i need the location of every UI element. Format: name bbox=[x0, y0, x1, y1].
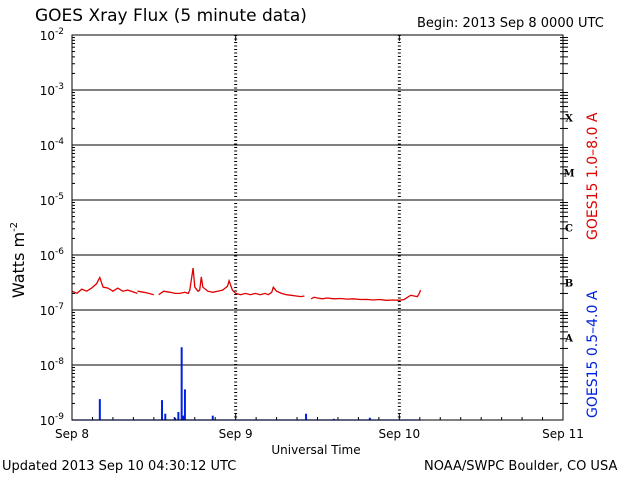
y-tick-labels: 10-2 10-3 10-4 10-5 10-6 10-7 10-8 10-9 bbox=[40, 27, 65, 428]
flare-class-a: A bbox=[564, 334, 573, 345]
chart-gridlines bbox=[71, 34, 568, 421]
begin-time: Begin: 2013 Sep 8 0000 UTC bbox=[417, 16, 604, 31]
y-tick-label: 10-9 bbox=[40, 412, 65, 428]
y-axis-label-exponent: -2 bbox=[9, 222, 20, 232]
day-separators bbox=[234, 35, 401, 420]
y-tick-label: 10-5 bbox=[40, 192, 64, 208]
flare-class-m: M bbox=[563, 169, 574, 180]
legend-short-channel: GOES15 0.5–4.0 A bbox=[585, 290, 601, 418]
y-tick-label: 10-8 bbox=[40, 357, 65, 373]
long-channel-line bbox=[137, 290, 154, 296]
long-channel-line bbox=[158, 267, 305, 298]
chart-title: GOES Xray Flux (5 minute data) bbox=[35, 6, 307, 26]
y-axis-label-text: Watts m bbox=[9, 232, 28, 298]
source-credit: NOAA/SWPC Boulder, CO USA bbox=[424, 459, 618, 474]
flare-class-c: C bbox=[565, 224, 573, 235]
flare-class-x: X bbox=[565, 114, 573, 125]
plot-frame bbox=[71, 34, 564, 421]
x-tick-labels: Sep 8 Sep 9 Sep 10 Sep 11 bbox=[55, 427, 584, 441]
svg-text:Watts m-2: Watts m-2 bbox=[9, 222, 28, 298]
long-channel-line bbox=[310, 289, 422, 301]
chart-series bbox=[71, 267, 422, 421]
x-tick-label: Sep 10 bbox=[378, 427, 420, 441]
x-axis-label: Universal Time bbox=[271, 443, 360, 457]
updated-timestamp: Updated 2013 Sep 10 04:30:12 UTC bbox=[2, 459, 237, 474]
flare-class-b: B bbox=[565, 279, 573, 290]
y-axis-label: Watts m-2 bbox=[9, 222, 28, 298]
x-tick-label: Sep 9 bbox=[219, 427, 253, 441]
flare-class-labels: X M C B A bbox=[563, 114, 574, 345]
y-tick-label: 10-7 bbox=[40, 302, 64, 318]
legend-long-channel: GOES15 1.0–8.0 A bbox=[585, 112, 601, 240]
long-channel-line bbox=[71, 275, 138, 295]
y-tick-label: 10-3 bbox=[40, 82, 64, 98]
y-tick-label: 10-6 bbox=[40, 247, 65, 263]
x-tick-label: Sep 11 bbox=[542, 427, 584, 441]
y-tick-label: 10-4 bbox=[40, 137, 65, 153]
x-tick-label: Sep 8 bbox=[55, 427, 89, 441]
y-tick-label: 10-2 bbox=[40, 27, 64, 43]
